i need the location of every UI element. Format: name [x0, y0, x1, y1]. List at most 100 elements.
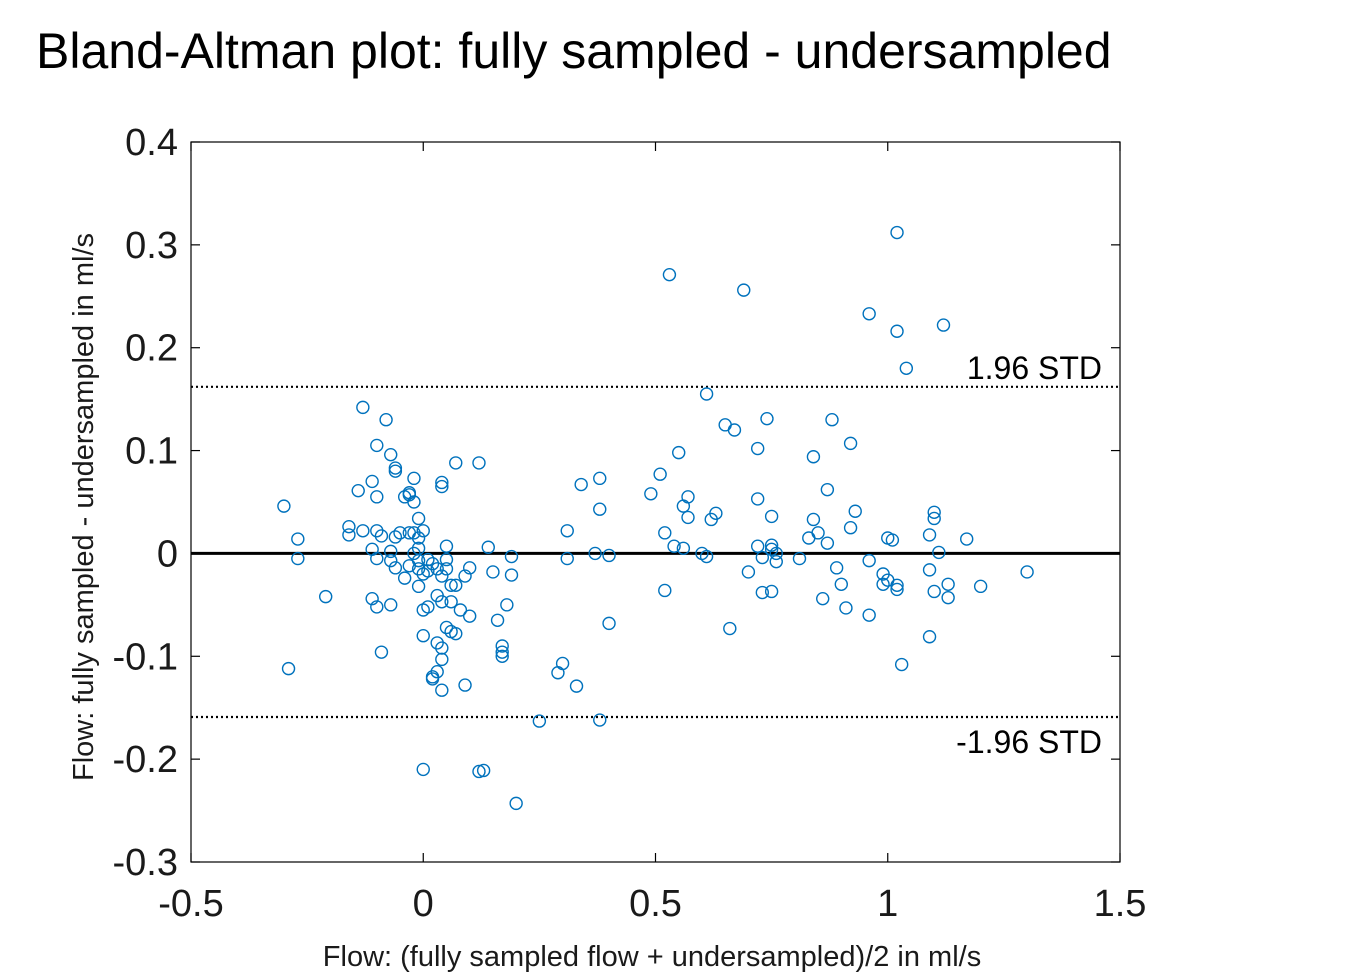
data-point [416, 524, 430, 538]
data-point [839, 601, 853, 615]
data-point [509, 796, 523, 811]
data-point [449, 456, 463, 470]
data-point [365, 474, 379, 489]
data-point [356, 524, 370, 538]
data-point [653, 467, 667, 481]
data-point [476, 763, 491, 778]
data-point [890, 578, 904, 593]
data-point [291, 532, 305, 546]
x-tick-label: -0.5 [158, 883, 223, 925]
data-point [681, 510, 695, 525]
data-point [699, 549, 714, 564]
data-point [411, 511, 426, 526]
data-point [370, 438, 384, 453]
data-point [574, 477, 588, 492]
data-point [439, 620, 454, 635]
x-axis-label: Flow: (fully sampled flow + undersampled… [323, 941, 981, 973]
std-limit-label: 1.96 STD [967, 350, 1102, 386]
data-point [472, 456, 486, 470]
data-point [811, 526, 825, 540]
data-point [727, 423, 742, 437]
data-point [764, 509, 779, 524]
data-point [365, 591, 379, 606]
data-point [843, 521, 858, 535]
data-point [495, 645, 509, 659]
data-point [709, 506, 723, 521]
data-point [829, 561, 844, 575]
data-point [416, 629, 430, 643]
data-point [342, 519, 356, 534]
data-point [439, 562, 454, 576]
data-point [764, 538, 779, 552]
data-point [277, 499, 291, 513]
data-point [932, 545, 946, 560]
data-point [737, 283, 751, 297]
data-point [384, 553, 398, 568]
data-point [319, 589, 333, 604]
y-tick-label: 0.3 [125, 225, 178, 267]
data-point [764, 542, 779, 557]
data-point [927, 511, 941, 526]
data-point [435, 569, 449, 583]
data-point [927, 584, 941, 599]
data-point [927, 505, 941, 519]
data-point [458, 678, 472, 692]
data-point [848, 504, 862, 518]
data-point [560, 551, 574, 566]
data-point [750, 492, 765, 506]
data-point [435, 475, 449, 490]
data-point [602, 548, 616, 563]
y-tick-label: 0.2 [125, 328, 178, 370]
data-point [667, 539, 681, 553]
data-point [435, 595, 449, 609]
y-tick-label: 0.4 [125, 122, 178, 164]
data-point [384, 544, 398, 559]
data-point [750, 441, 765, 456]
data-point [453, 603, 468, 617]
data-point [384, 598, 398, 612]
data-point [672, 445, 686, 460]
data-point [379, 413, 393, 427]
x-tick-label: 0.5 [629, 883, 682, 925]
data-point [370, 600, 384, 614]
data-point [351, 483, 365, 498]
data-point [411, 579, 426, 594]
data-point [439, 552, 454, 567]
data-point [444, 595, 458, 609]
data-point [397, 571, 412, 585]
data-point [374, 645, 389, 659]
data-point [486, 565, 500, 579]
data-point [449, 626, 463, 641]
data-point [407, 495, 421, 509]
data-point [425, 672, 440, 686]
data-point [388, 461, 403, 475]
data-point [411, 553, 426, 568]
data-point [593, 471, 607, 486]
data-point [407, 471, 421, 486]
data-point [834, 577, 848, 591]
data-point [723, 621, 737, 636]
data-point [890, 324, 904, 338]
data-point [843, 436, 858, 451]
data-point [435, 652, 449, 667]
data-point [593, 713, 607, 727]
data-point [449, 578, 463, 593]
x-tick-label: 1 [877, 883, 898, 925]
data-point [922, 528, 937, 542]
data-point [374, 529, 389, 543]
data-point [463, 561, 477, 575]
data-point [490, 613, 505, 627]
data-point [755, 550, 770, 565]
data-point [555, 656, 570, 671]
data-point [421, 564, 435, 578]
data-point [862, 307, 876, 321]
data-point [481, 540, 495, 554]
data-point [532, 714, 547, 728]
data-point [936, 318, 951, 332]
data-point [370, 551, 384, 566]
data-point [291, 551, 305, 566]
data-point [806, 512, 821, 527]
x-tick-label: 0 [413, 883, 434, 925]
data-point [741, 565, 756, 579]
